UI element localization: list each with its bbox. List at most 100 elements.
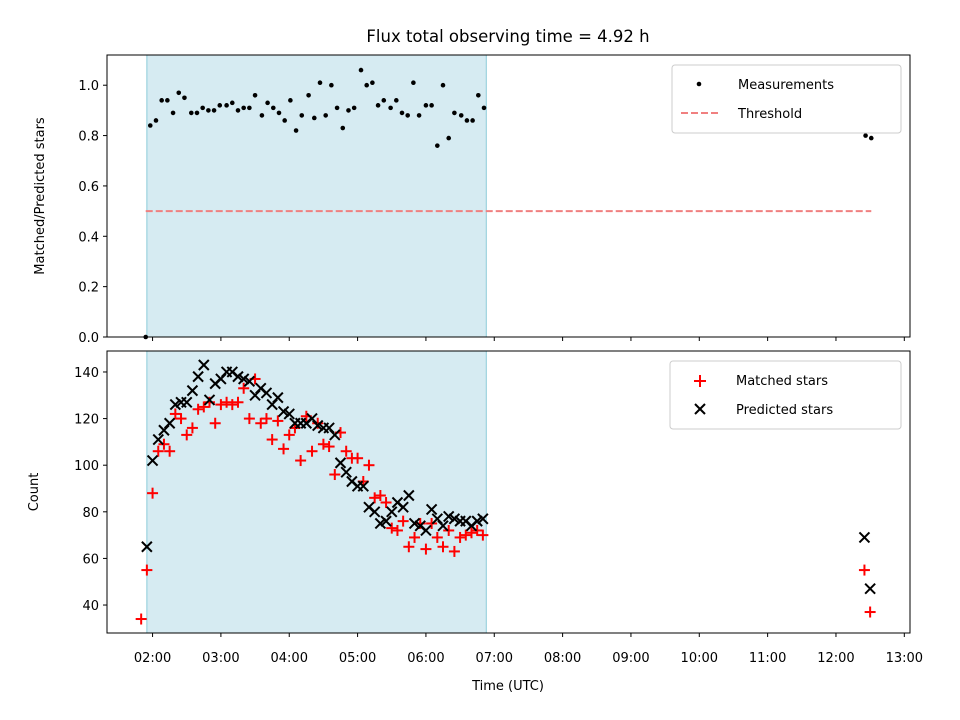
predicted-star-point [141, 541, 153, 553]
measurement-point [170, 110, 176, 116]
predicted-star-point [357, 480, 369, 492]
matched-star-point [141, 564, 153, 576]
matched-star-point [420, 543, 432, 555]
x-tick-label: 13:00 [886, 651, 923, 666]
y-tick-label: 0.8 [78, 130, 99, 145]
predicted-star-point [477, 513, 489, 525]
measurement-point [217, 103, 223, 108]
predicted-star-point [858, 531, 871, 544]
predicted-star-point [420, 524, 432, 537]
predicted-star-point [272, 391, 284, 404]
predicted-star-point [192, 370, 204, 383]
matched-star-point [380, 496, 392, 508]
measurement-point [446, 135, 452, 141]
measurement-point [265, 100, 270, 106]
matched-star-point [369, 492, 381, 504]
x-tick-label: 12:00 [817, 651, 854, 666]
bottom-y-axis-label: Count [27, 473, 42, 512]
predicted-star-point [146, 454, 159, 467]
y-tick-label: 80 [82, 506, 99, 521]
matched-star-point [431, 531, 443, 543]
matched-star-point [260, 413, 272, 425]
measurement-point [165, 98, 170, 103]
matched-star-point [403, 541, 415, 553]
matched-star-point [386, 522, 398, 534]
measurement-point [211, 108, 217, 113]
matched-star-point [198, 401, 210, 413]
matched-star-point [209, 417, 221, 429]
predicted-star-point [283, 408, 295, 420]
measurement-point [293, 128, 299, 133]
measurement-point [282, 118, 287, 123]
x-axis-label: Time (UTC) [471, 679, 544, 694]
x-tick-label: 02:00 [134, 651, 171, 666]
predicted-star-point [181, 396, 193, 408]
legend-marker-predicted [694, 403, 706, 415]
predicted-star-point [425, 503, 438, 516]
x-tick-label: 11:00 [749, 651, 786, 666]
top-legend-frame [671, 64, 902, 134]
measurement-point [206, 108, 211, 113]
top-legend: Measurements Threshold [671, 64, 902, 134]
matched-star-point [175, 413, 187, 425]
matched-star-point [192, 403, 204, 415]
measurement-point [440, 82, 446, 88]
measurement-point [317, 80, 323, 85]
measurement-point [340, 125, 346, 131]
measurement-point [464, 118, 470, 123]
matched-star-point [283, 429, 295, 441]
matched-star-point [169, 408, 181, 420]
y-tick-label: 100 [74, 459, 99, 474]
x-tick-label: 08:00 [544, 651, 581, 666]
chart-title: Flux total observing time = 4.92 h [366, 27, 649, 46]
measurement-point [370, 80, 375, 85]
matched-star-point [391, 524, 403, 536]
predicted-star-point [334, 457, 347, 469]
bottom-y-axis: 40 60 80 100 120 140 [74, 366, 107, 614]
legend-label-matched: Matched stars [736, 374, 828, 389]
top-panel: 0.0 0.2 0.4 0.6 0.8 1.0 Flux total observing … [33, 27, 911, 346]
matched-star-point [266, 434, 278, 446]
y-tick-label: 1.0 [78, 79, 99, 94]
matched-star-point [186, 422, 198, 434]
y-tick-label: 40 [82, 599, 99, 614]
x-tick-label: 04:00 [271, 651, 308, 666]
bottom-x-axis: 02:00 03:00 04:00 05:00 06:00 07:00 08:00 09:00… [134, 633, 923, 666]
measurement-point [358, 67, 364, 73]
measurement-point [411, 80, 416, 85]
matched-star-point [221, 396, 233, 408]
bottom-panel: 40 60 80 100 120 140 02:00 03:00 04:00 05:00 06:0… [27, 350, 923, 694]
measurement-point [194, 110, 200, 116]
matched-star-point [448, 545, 460, 557]
y-tick-label: 0.2 [78, 281, 99, 296]
measurement-point [323, 113, 328, 118]
matched-star-point [443, 524, 455, 536]
predicted-star-point [437, 520, 449, 532]
y-tick-label: 0.6 [78, 180, 99, 195]
predicted-star-point [380, 515, 392, 527]
measurement-point [470, 118, 475, 123]
predicted-star-point [243, 375, 256, 388]
measurement-point [153, 118, 159, 123]
bottom-legend-frame [669, 360, 902, 430]
predicted-star-point [386, 506, 398, 518]
measurement-point [299, 113, 305, 118]
measurement-point [481, 105, 487, 111]
predicted-star-point [397, 501, 409, 513]
matched-star-point [858, 564, 870, 576]
legend-label-threshold: Threshold [737, 107, 802, 122]
matched-star-point [215, 399, 227, 411]
measurement-point [388, 105, 393, 111]
measurement-point [868, 135, 874, 141]
measurement-point [405, 113, 410, 118]
matched-star-point [152, 445, 164, 457]
measurement-point [200, 105, 205, 111]
measurement-point [229, 100, 235, 106]
matched-star-point [181, 429, 193, 441]
measurement-point [452, 110, 457, 116]
measurement-point [375, 103, 381, 108]
matched-star-point [295, 455, 307, 467]
legend-marker-measurements [696, 81, 702, 87]
measurement-point [276, 110, 282, 116]
